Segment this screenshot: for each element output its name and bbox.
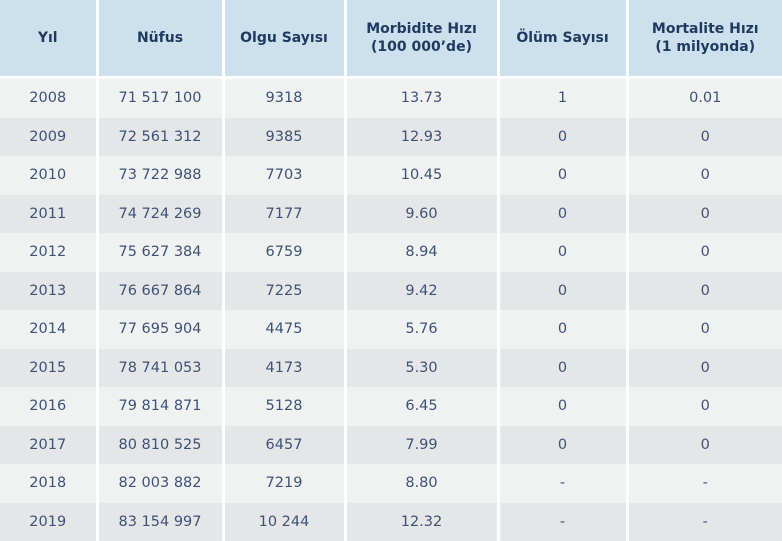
cell-morbidity-rate: 5.30	[345, 349, 498, 388]
cell-mortality-rate: 0	[627, 195, 782, 234]
cell-population: 72 561 312	[97, 118, 223, 157]
cell-mortality-rate: 0	[627, 349, 782, 388]
cell-mortality-rate: 0	[627, 310, 782, 349]
cell-morbidity-rate: 8.94	[345, 233, 498, 272]
cell-morbidity-rate: 9.60	[345, 195, 498, 234]
cell-mortality-rate: 0	[627, 387, 782, 426]
cell-case-count: 5128	[223, 387, 345, 426]
cell-death-count: 0	[498, 349, 627, 388]
cell-morbidity-rate: 9.42	[345, 272, 498, 311]
cell-population: 73 722 988	[97, 156, 223, 195]
cell-mortality-rate: 0	[627, 118, 782, 157]
cell-morbidity-rate: 12.32	[345, 503, 498, 541]
cell-death-count: 1	[498, 78, 627, 118]
cell-death-count: 0	[498, 118, 627, 157]
cell-year: 2013	[0, 272, 97, 311]
cell-morbidity-rate: 5.76	[345, 310, 498, 349]
cell-population: 78 741 053	[97, 349, 223, 388]
cell-year: 2010	[0, 156, 97, 195]
cell-death-count: 0	[498, 387, 627, 426]
column-header-morbidity-rate: Morbidite Hızı (100 000’de)	[345, 0, 498, 78]
cell-case-count: 7219	[223, 464, 345, 503]
column-header-death-count: Ölüm Sayısı	[498, 0, 627, 78]
cell-mortality-rate: 0	[627, 156, 782, 195]
cell-year: 2008	[0, 78, 97, 118]
cell-case-count: 6759	[223, 233, 345, 272]
cell-population: 83 154 997	[97, 503, 223, 541]
cell-death-count: -	[498, 503, 627, 541]
cell-year: 2011	[0, 195, 97, 234]
cell-year: 2016	[0, 387, 97, 426]
cell-case-count: 10 244	[223, 503, 345, 541]
column-header-case-count: Olgu Sayısı	[223, 0, 345, 78]
cell-morbidity-rate: 12.93	[345, 118, 498, 157]
cell-case-count: 7225	[223, 272, 345, 311]
cell-case-count: 9318	[223, 78, 345, 118]
cell-population: 77 695 904	[97, 310, 223, 349]
cell-death-count: 0	[498, 156, 627, 195]
cell-population: 79 814 871	[97, 387, 223, 426]
column-header-year: Yıl	[0, 0, 97, 78]
cell-mortality-rate: -	[627, 503, 782, 541]
cell-mortality-rate: 0	[627, 272, 782, 311]
cell-population: 76 667 864	[97, 272, 223, 311]
cell-morbidity-rate: 7.99	[345, 426, 498, 465]
cell-year: 2012	[0, 233, 97, 272]
cell-mortality-rate: 0.01	[627, 78, 782, 118]
cell-case-count: 9385	[223, 118, 345, 157]
cell-mortality-rate: 0	[627, 426, 782, 465]
cell-death-count: -	[498, 464, 627, 503]
cell-population: 82 003 882	[97, 464, 223, 503]
column-header-mortality-rate: Mortalite Hızı (1 milyonda)	[627, 0, 782, 78]
cell-death-count: 0	[498, 426, 627, 465]
cell-population: 71 517 100	[97, 78, 223, 118]
cell-death-count: 0	[498, 195, 627, 234]
cell-death-count: 0	[498, 233, 627, 272]
cell-morbidity-rate: 13.73	[345, 78, 498, 118]
cell-case-count: 7703	[223, 156, 345, 195]
cell-morbidity-rate: 6.45	[345, 387, 498, 426]
cell-population: 80 810 525	[97, 426, 223, 465]
cell-death-count: 0	[498, 272, 627, 311]
cell-year: 2017	[0, 426, 97, 465]
cell-case-count: 6457	[223, 426, 345, 465]
cell-year: 2018	[0, 464, 97, 503]
cell-population: 75 627 384	[97, 233, 223, 272]
cell-case-count: 7177	[223, 195, 345, 234]
cell-morbidity-rate: 10.45	[345, 156, 498, 195]
cell-year: 2019	[0, 503, 97, 541]
cell-death-count: 0	[498, 310, 627, 349]
cell-year: 2009	[0, 118, 97, 157]
cell-morbidity-rate: 8.80	[345, 464, 498, 503]
cell-year: 2015	[0, 349, 97, 388]
cell-mortality-rate: 0	[627, 233, 782, 272]
cell-case-count: 4173	[223, 349, 345, 388]
cell-case-count: 4475	[223, 310, 345, 349]
cell-mortality-rate: -	[627, 464, 782, 503]
column-header-population: Nüfus	[97, 0, 223, 78]
cell-population: 74 724 269	[97, 195, 223, 234]
cell-year: 2014	[0, 310, 97, 349]
